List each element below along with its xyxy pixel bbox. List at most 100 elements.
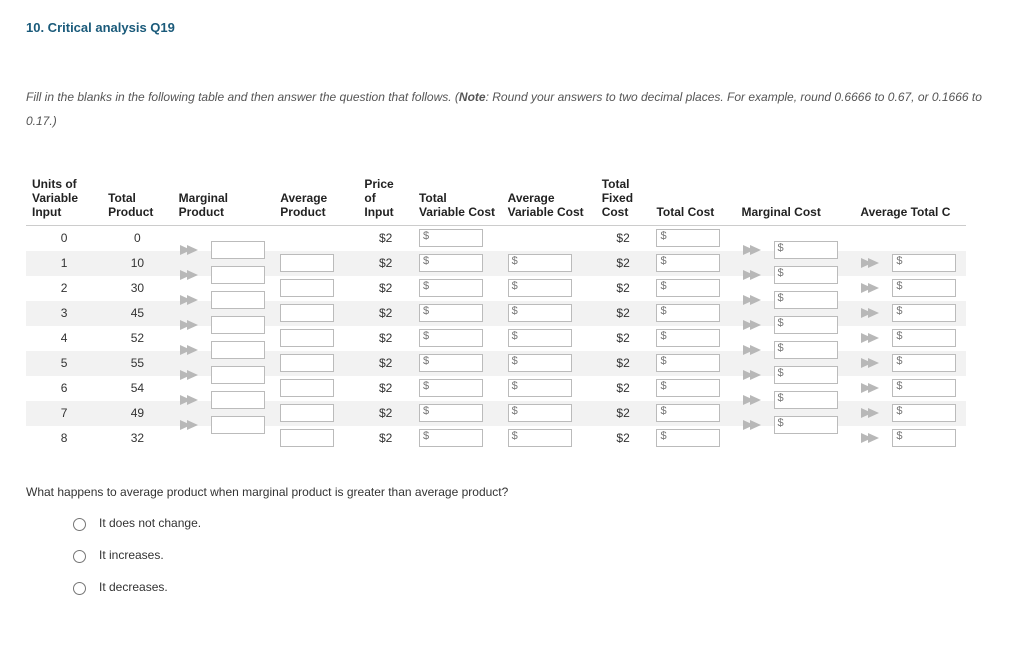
dollar-sign: $: [423, 430, 429, 442]
cell-units: 6: [26, 376, 102, 401]
dollar-sign: $: [512, 355, 518, 367]
table-row: 00$2$$2$$: [26, 226, 966, 251]
followup-question: What happens to average product when mar…: [26, 485, 998, 499]
col-tp: Total Product: [102, 173, 173, 226]
dollar-sign: $: [896, 405, 902, 417]
option-label: It decreases.: [99, 580, 168, 594]
dollar-sign: $: [512, 430, 518, 442]
mp-input[interactable]: [211, 291, 265, 309]
dollar-sign: $: [423, 255, 429, 267]
option-row[interactable]: It decreases.: [68, 579, 998, 595]
dollar-sign: $: [896, 380, 902, 392]
dollar-sign: $: [423, 380, 429, 392]
cell-tp: 55: [102, 351, 173, 376]
col-tc: Total Cost: [650, 173, 735, 226]
ap-input[interactable]: [280, 429, 334, 447]
cell-tfc: $2: [596, 351, 651, 376]
dollar-sign: $: [778, 292, 784, 304]
arrow-icon: [860, 407, 880, 419]
option-radio[interactable]: [73, 582, 86, 595]
cell-units: 8: [26, 426, 102, 451]
mp-input[interactable]: [211, 366, 265, 384]
cell-units: 3: [26, 301, 102, 326]
ap-input[interactable]: [280, 354, 334, 372]
arrow-icon: [860, 282, 880, 294]
dollar-sign: $: [660, 305, 666, 317]
mp-input[interactable]: [211, 391, 265, 409]
dollar-sign: $: [660, 380, 666, 392]
dollar-sign: $: [512, 380, 518, 392]
page-title: 10. Critical analysis Q19: [26, 20, 998, 35]
cell-tp: 54: [102, 376, 173, 401]
table-scroll[interactable]: Units of Variable Input Total Product Ma…: [26, 173, 966, 457]
dollar-sign: $: [660, 255, 666, 267]
dollar-sign: $: [660, 355, 666, 367]
dollar-sign: $: [778, 417, 784, 429]
dollar-sign: $: [660, 405, 666, 417]
cell-tp: 30: [102, 276, 173, 301]
cell-price: $2: [358, 226, 413, 251]
dollar-sign: $: [896, 430, 902, 442]
ap-input[interactable]: [280, 329, 334, 347]
option-radio[interactable]: [73, 518, 86, 531]
instructions-pre: Fill in the blanks in the following tabl…: [26, 90, 459, 104]
cell-price: $2: [358, 426, 413, 451]
option-row[interactable]: It does not change.: [68, 515, 998, 531]
cell-tp: 32: [102, 426, 173, 451]
mp-input[interactable]: [211, 416, 265, 434]
cell-tp: 0: [102, 226, 173, 251]
col-tvc: Total Variable Cost: [413, 173, 502, 226]
cell-price: $2: [358, 251, 413, 276]
ap-input[interactable]: [280, 404, 334, 422]
mp-input[interactable]: [211, 266, 265, 284]
cell-tp: 45: [102, 301, 173, 326]
col-units: Units of Variable Input: [26, 173, 102, 226]
option-radio[interactable]: [73, 550, 86, 563]
dollar-sign: $: [512, 330, 518, 342]
ap-input[interactable]: [280, 304, 334, 322]
dollar-sign: $: [512, 305, 518, 317]
econ-table: Units of Variable Input Total Product Ma…: [26, 173, 966, 451]
dollar-sign: $: [660, 280, 666, 292]
ap-input[interactable]: [280, 379, 334, 397]
dollar-sign: $: [660, 230, 666, 242]
cell-units: 5: [26, 351, 102, 376]
instructions: Fill in the blanks in the following tabl…: [26, 85, 998, 133]
cell-tfc: $2: [596, 226, 651, 251]
mp-input[interactable]: [211, 316, 265, 334]
arrow-icon: [860, 382, 880, 394]
option-label: It increases.: [99, 548, 164, 562]
dollar-sign: $: [778, 367, 784, 379]
cell-tp: 52: [102, 326, 173, 351]
option-row[interactable]: It increases.: [68, 547, 998, 563]
mp-input[interactable]: [211, 241, 265, 259]
cell-price: $2: [358, 301, 413, 326]
dollar-sign: $: [660, 330, 666, 342]
cell-tfc: $2: [596, 376, 651, 401]
cell-tfc: $2: [596, 276, 651, 301]
col-tfc: Total Fixed Cost: [596, 173, 651, 226]
dollar-sign: $: [778, 267, 784, 279]
ap-input[interactable]: [280, 279, 334, 297]
dollar-sign: $: [423, 280, 429, 292]
cell-price: $2: [358, 376, 413, 401]
dollar-sign: $: [896, 330, 902, 342]
option-label: It does not change.: [99, 516, 201, 530]
col-avc: Average Variable Cost: [502, 173, 596, 226]
cell-tfc: $2: [596, 326, 651, 351]
dollar-sign: $: [896, 355, 902, 367]
cell-price: $2: [358, 401, 413, 426]
dollar-sign: $: [896, 280, 902, 292]
cell-price: $2: [358, 326, 413, 351]
dollar-sign: $: [778, 317, 784, 329]
dollar-sign: $: [512, 280, 518, 292]
mp-input[interactable]: [211, 341, 265, 359]
dollar-sign: $: [778, 342, 784, 354]
ap-input[interactable]: [280, 254, 334, 272]
arrow-icon: [860, 357, 880, 369]
dollar-sign: $: [778, 392, 784, 404]
cell-price: $2: [358, 276, 413, 301]
dollar-sign: $: [423, 355, 429, 367]
arrow-icon: [860, 307, 880, 319]
cell-tp: 49: [102, 401, 173, 426]
